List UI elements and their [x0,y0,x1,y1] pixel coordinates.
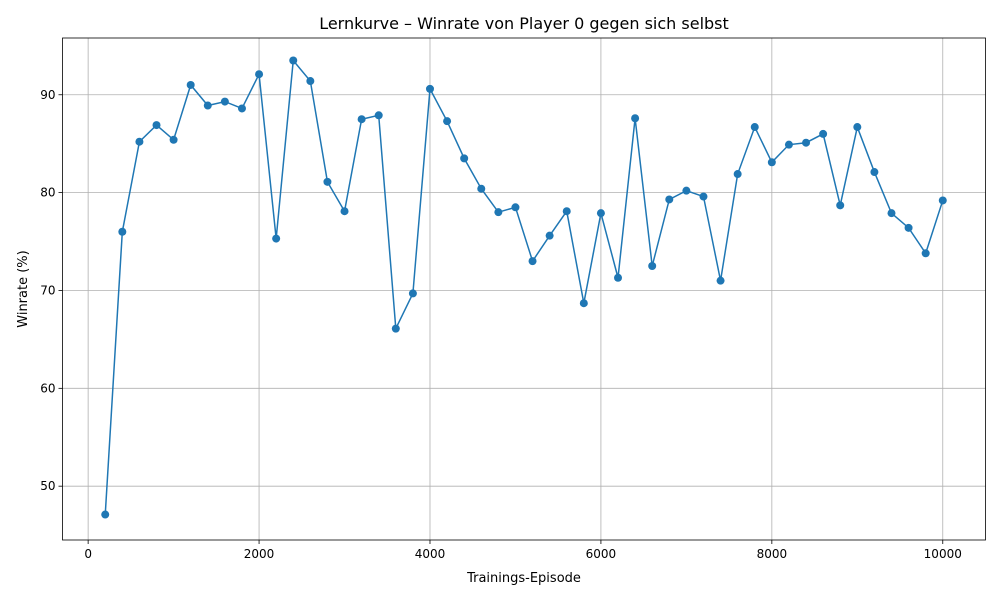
data-point [631,114,640,123]
y-tick-label: 70 [40,283,55,297]
data-point [101,510,110,519]
y-tick-label: 60 [40,381,55,395]
data-point [665,195,674,204]
data-point [374,111,383,120]
x-axis-label: Trainings-Episode [466,571,581,586]
x-tick-label: 6000 [586,547,617,561]
data-point [272,234,281,243]
y-tick-label: 50 [40,479,55,493]
data-point [135,137,144,146]
data-point [733,170,742,179]
data-point [784,140,793,149]
data-point [460,154,469,163]
data-point [870,168,879,177]
data-point [802,138,811,147]
chart-title: Lernkurve – Winrate von Player 0 gegen s… [319,14,729,33]
data-point [562,207,571,216]
data-point [699,192,708,201]
data-point [152,121,161,130]
data-point [169,135,178,144]
data-point [186,80,195,89]
data-point [306,77,315,86]
data-point [853,123,862,132]
x-tick-label: 10000 [924,547,962,561]
data-point [921,249,930,258]
data-point [750,123,759,132]
x-tick-label: 0 [84,547,92,561]
data-point [323,177,332,186]
grid [62,38,986,540]
data-point [425,84,434,93]
data-point [614,273,623,282]
data-point [716,276,725,285]
x-tick-label: 4000 [415,547,446,561]
series-path [104,58,944,515]
data-point [443,117,452,126]
y-tick-label: 80 [40,186,55,200]
data-point [528,257,537,266]
data-point [340,207,349,216]
data-point [237,104,246,113]
data-point [391,324,400,333]
data-point [477,184,486,193]
data-point [203,101,212,110]
data-point [596,209,605,218]
data-point [938,196,947,205]
data-point [682,186,691,195]
data-point [511,203,520,212]
data-point [494,208,503,217]
y-axis-label: Winrate (%) [16,250,31,327]
data-point [887,209,896,218]
series-line [101,56,947,519]
data-point [220,97,229,106]
data-point [289,56,298,65]
x-tick-label: 8000 [757,547,788,561]
data-point [648,262,657,271]
data-point [819,129,828,138]
y-tick-label: 90 [40,88,55,102]
data-point [408,289,417,298]
data-point [904,223,913,232]
data-point [255,70,264,79]
data-point [357,115,366,124]
x-tick-label: 2000 [244,547,275,561]
y-axis: 50 60 70 80 90 [40,88,63,493]
data-point [118,227,127,236]
data-point [767,158,776,167]
x-axis: 0 2000 4000 6000 8000 10000 [84,540,962,561]
data-point [545,231,554,240]
plot-frame [62,37,986,541]
data-point [836,201,845,210]
data-point [579,299,588,308]
